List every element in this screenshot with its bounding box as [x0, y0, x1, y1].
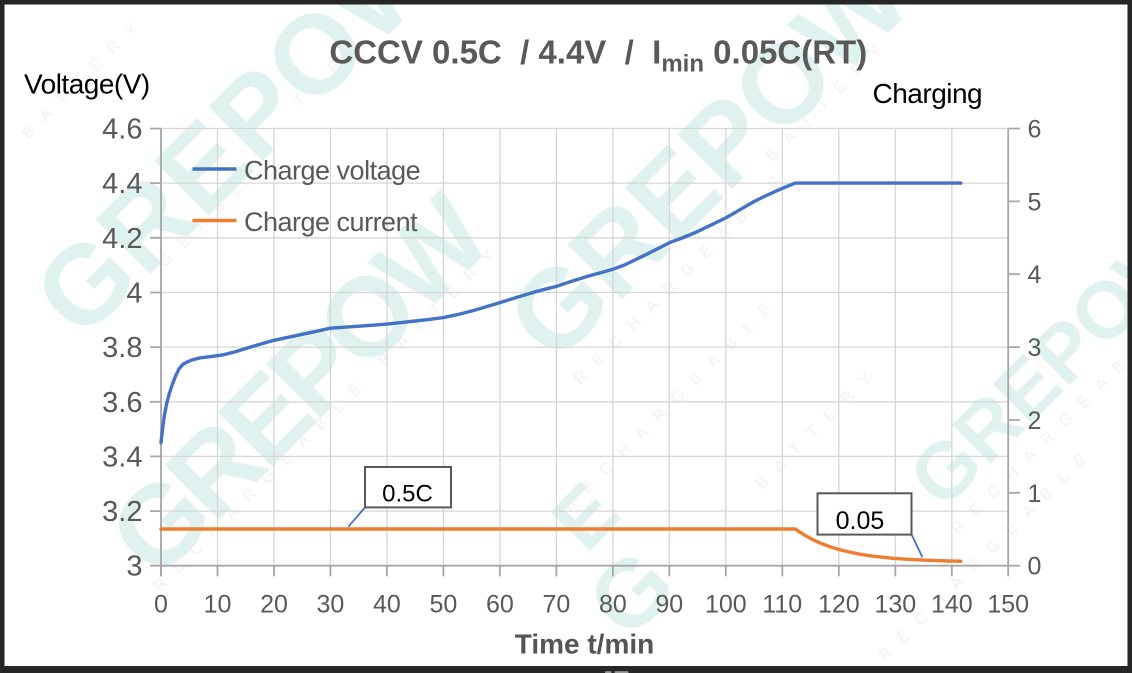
- svg-text:5: 5: [1028, 188, 1042, 216]
- svg-text:Voltage(V): Voltage(V): [24, 69, 150, 100]
- svg-text:20: 20: [260, 591, 288, 619]
- svg-text:3.4: 3.4: [102, 441, 142, 473]
- svg-text:0: 0: [154, 591, 168, 619]
- svg-text:Charge current: Charge current: [244, 207, 418, 237]
- svg-text:0: 0: [1028, 553, 1042, 581]
- svg-text:90: 90: [655, 591, 683, 619]
- svg-text:3.8: 3.8: [102, 332, 142, 364]
- svg-text:4: 4: [126, 278, 142, 310]
- svg-text:2: 2: [1028, 407, 1042, 435]
- svg-text:3.6: 3.6: [102, 387, 142, 419]
- svg-text:3: 3: [126, 551, 142, 583]
- svg-text:4.6: 4.6: [102, 114, 142, 146]
- svg-text:CCCV 0.5C / 4.4V / Imin 0.0: CCCV 0.5C / 4.4V / Imin 0.05C(RT): [329, 34, 867, 78]
- svg-text:Time t/min: Time t/min: [515, 629, 655, 660]
- svg-text:4: 4: [1028, 261, 1042, 289]
- svg-text:140: 140: [931, 591, 973, 619]
- svg-text:70: 70: [542, 591, 570, 619]
- svg-text:0.05: 0.05: [836, 507, 885, 535]
- svg-text:110: 110: [762, 591, 802, 619]
- svg-text:80: 80: [599, 591, 627, 619]
- svg-text:120: 120: [818, 591, 860, 619]
- svg-text:100: 100: [705, 591, 747, 619]
- svg-text:130: 130: [874, 591, 916, 619]
- svg-text:4.4: 4.4: [102, 168, 142, 200]
- svg-text:3.2: 3.2: [102, 496, 142, 528]
- svg-text:Charge voltage: Charge voltage: [244, 156, 420, 186]
- svg-text:1: 1: [1028, 480, 1042, 508]
- svg-text:60: 60: [486, 591, 514, 619]
- svg-text:50: 50: [429, 591, 457, 619]
- svg-text:10: 10: [204, 591, 232, 619]
- svg-text:6: 6: [1028, 116, 1042, 144]
- svg-text:40: 40: [373, 591, 401, 619]
- svg-text:4.2: 4.2: [102, 223, 142, 255]
- svg-text:Charging: Charging: [873, 78, 983, 109]
- svg-text:150: 150: [987, 591, 1029, 619]
- svg-text:3: 3: [1028, 334, 1042, 362]
- svg-text:30: 30: [316, 591, 344, 619]
- svg-text:0.5C: 0.5C: [382, 481, 433, 508]
